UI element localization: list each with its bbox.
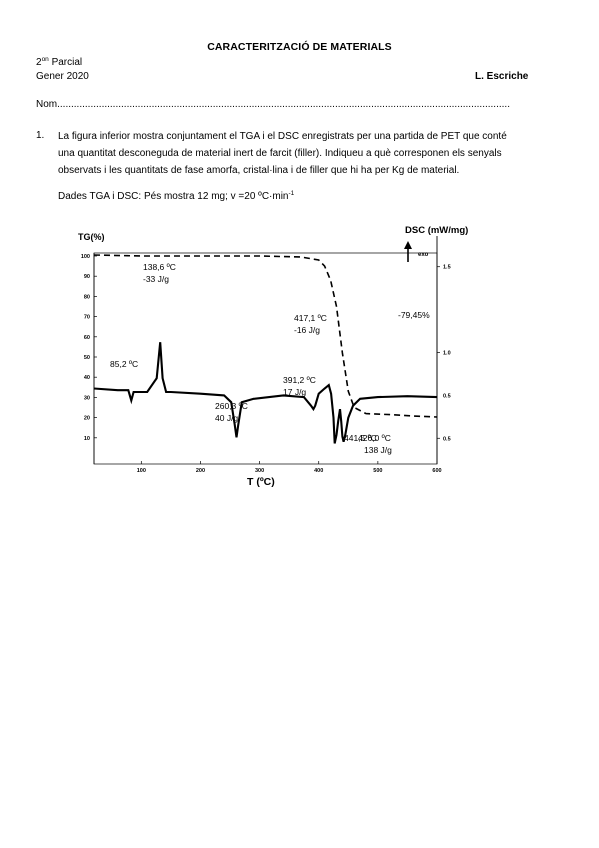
name-field[interactable]: Nom.....................................…	[36, 99, 510, 110]
tg-tick-label: 60	[84, 335, 90, 341]
dsc-tick-label: 0.5	[443, 393, 451, 399]
exam-name: 2on Parcial	[36, 56, 82, 68]
annotation-label: 260,3 ºC	[215, 401, 248, 411]
x-tick-label: 400	[314, 468, 323, 474]
annotation-sublabel: 138 J/g	[364, 445, 392, 455]
annotation-label: 441,5 ºC	[344, 433, 377, 443]
author-name: L. Escriche	[475, 71, 529, 82]
annotation-sublabel: 40 J/g	[215, 413, 238, 423]
tg-curve	[93, 254, 438, 418]
annotation-label: 138,6 ºC	[143, 262, 176, 272]
dsc-axis-label: DSC (mW/mg)	[405, 225, 468, 236]
dsc-tick-label: 1.0	[443, 350, 451, 356]
tg-tick-label: 40	[84, 375, 90, 381]
tg-tick-label: 90	[84, 274, 90, 280]
annotation-label: 85,2 ºC	[110, 359, 138, 369]
tg-tick-label: 30	[84, 395, 90, 401]
dsc-tick-label: 0.5	[443, 436, 451, 442]
tg-tick-label: 70	[84, 315, 90, 321]
parcial-text: Parcial	[51, 57, 83, 68]
annotation-label: 426,0 ºC	[358, 433, 391, 443]
question-line-2: una quantitat desconeguda de material in…	[58, 148, 502, 159]
tg-tick-label: 80	[84, 294, 90, 300]
x-tick-label: 100	[137, 468, 146, 474]
x-axis-label: T (ºC)	[247, 476, 275, 488]
tg-tick-label: 50	[84, 355, 90, 361]
annotation-label: -79,45%	[398, 310, 430, 320]
annotation-sublabel: -16 J/g	[294, 325, 320, 335]
data-line-text: Dades TGA i DSC: Pés mostra 12 mg; v =20…	[58, 191, 289, 202]
data-line: Dades TGA i DSC: Pés mostra 12 mg; v =20…	[58, 190, 294, 202]
data-line-unit-exponent: -1	[288, 190, 295, 197]
parcial-number: 2	[36, 57, 42, 68]
annotation-label: 417,1 ºC	[294, 313, 327, 323]
annotation-label: 391,2 ºC	[283, 375, 316, 385]
annotation-sublabel: -33 J/g	[143, 274, 169, 284]
question-number: 1.	[36, 130, 45, 141]
tg-axis-label: TG(%)	[78, 232, 105, 242]
x-tick-label: 300	[255, 468, 264, 474]
tg-tick-label: 20	[84, 416, 90, 422]
x-tick-label: 600	[432, 468, 441, 474]
dsc-curve	[93, 342, 438, 444]
x-tick-label: 200	[196, 468, 205, 474]
tg-tick-label: 100	[81, 254, 90, 260]
exam-date: Gener 2020	[36, 71, 89, 82]
tg-tick-label: 10	[84, 436, 90, 442]
annotation-sublabel: 17 J/g	[283, 387, 306, 397]
page-title: CARACTERITZACIÓ DE MATERIALS	[207, 41, 392, 53]
question-line-1: La figura inferior mostra conjuntament e…	[58, 131, 507, 142]
question-line-3: observats i les quantitats de fase amorf…	[58, 165, 460, 176]
parcial-ordinal: on	[41, 56, 49, 63]
dsc-tick-label: 1.5	[443, 265, 451, 271]
exo-label: exo	[418, 252, 429, 258]
exo-arrow-icon	[404, 241, 412, 249]
x-tick-label: 500	[373, 468, 382, 474]
